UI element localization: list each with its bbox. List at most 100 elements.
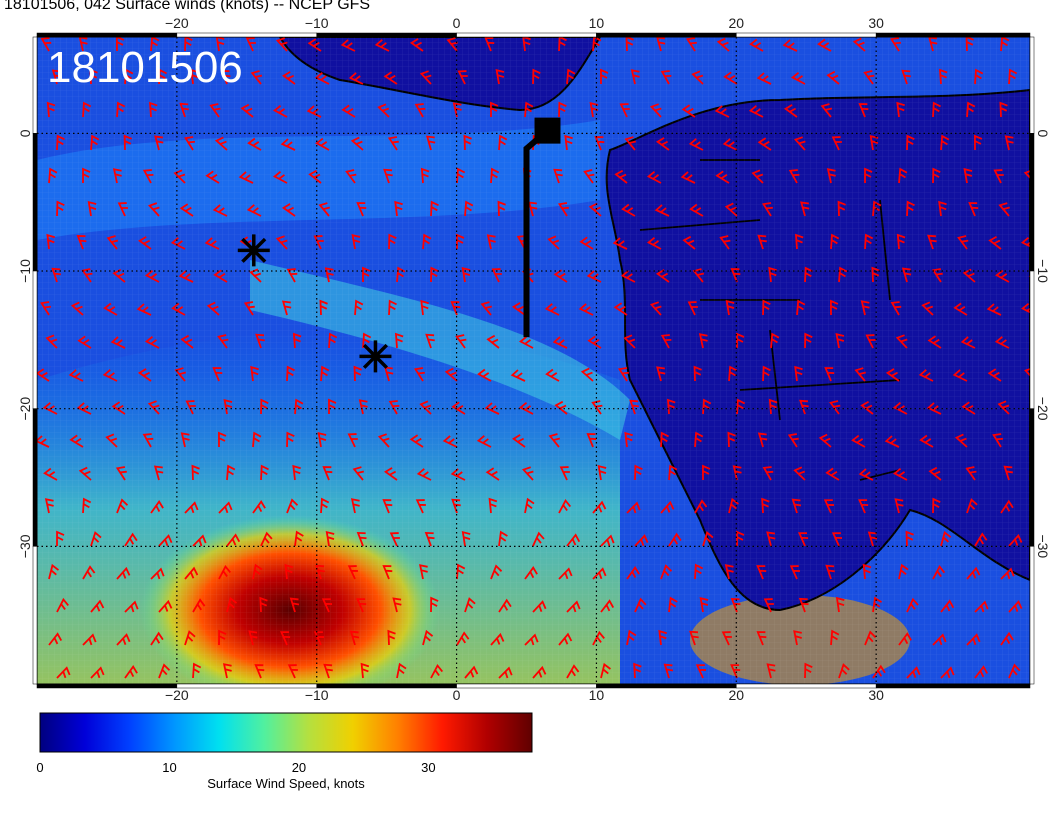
wind-barb <box>694 431 704 448</box>
wind-barb <box>532 68 541 85</box>
wind-barb <box>974 68 984 85</box>
wind-barb <box>600 68 609 85</box>
wind-barb <box>829 400 841 415</box>
lon-tick-label-bottom: 0 <box>453 687 461 703</box>
wind-barb <box>173 169 186 184</box>
lon-tick-label-bottom: −10 <box>305 687 329 703</box>
wind-barb <box>68 369 84 382</box>
wind-barb <box>498 666 513 679</box>
wind-barb <box>898 167 908 184</box>
wind-barb <box>940 599 955 613</box>
frame-segment-right <box>1029 36 1035 134</box>
frame-segment-top <box>456 32 597 38</box>
wind-barb <box>245 37 256 52</box>
wind-barb <box>272 171 288 184</box>
wind-barb <box>557 202 569 217</box>
wind-barb <box>974 532 988 547</box>
wind-barb <box>170 237 186 250</box>
wind-barb <box>592 500 607 514</box>
wind-barb <box>701 464 711 481</box>
wind-barb <box>621 203 636 217</box>
wind-barb <box>756 72 772 85</box>
wind-barb <box>896 233 906 250</box>
wind-barb <box>748 105 764 118</box>
wind-barb <box>218 564 231 580</box>
wind-barb <box>238 171 254 184</box>
wind-barb <box>341 104 356 118</box>
wind-barb <box>532 600 547 613</box>
wind-barb <box>835 596 845 613</box>
wind-barb <box>419 400 432 415</box>
wind-barb <box>800 201 810 217</box>
wind-barb <box>830 233 840 250</box>
wind-barb <box>1008 663 1021 679</box>
wind-barb <box>1042 466 1050 480</box>
wind-barb <box>761 497 770 514</box>
wind-barb <box>185 400 196 415</box>
wind-barb <box>580 367 594 382</box>
wind-barb <box>144 336 160 349</box>
lon-tick-label-top: 20 <box>729 15 745 31</box>
wind-barb <box>87 200 97 217</box>
wind-barb <box>354 299 364 316</box>
wind-barb <box>756 631 767 646</box>
wind-barb <box>82 633 97 646</box>
wind-barb <box>695 664 707 679</box>
wind-barb <box>831 532 843 547</box>
colorbar-tick-label: 30 <box>421 760 435 775</box>
wind-barb <box>392 597 402 613</box>
wind-barb <box>275 235 288 250</box>
wind-barb <box>48 167 58 184</box>
wind-barb <box>112 168 122 184</box>
wind-barb <box>320 365 330 382</box>
wind-barb <box>191 464 200 481</box>
wind-barb <box>377 103 390 118</box>
wind-barb <box>732 465 742 481</box>
wind-barb <box>154 135 164 151</box>
lat-tick-label-right: 0 <box>1035 129 1051 137</box>
wind-barb <box>799 399 809 415</box>
wind-barb <box>42 402 58 415</box>
wind-barb <box>456 167 466 184</box>
lon-tick-label-bottom: 30 <box>868 687 884 703</box>
wind-barb <box>649 103 662 118</box>
wind-barb <box>804 662 813 679</box>
wind-barb <box>486 234 496 250</box>
wind-barb <box>578 303 594 316</box>
wind-barb <box>1024 367 1030 382</box>
wind-barb <box>56 597 69 613</box>
wind-barb <box>430 663 444 679</box>
wind-barb <box>789 565 800 580</box>
wind-barb <box>714 105 730 118</box>
wind-barb <box>315 137 330 151</box>
wind-barb <box>957 235 969 250</box>
wind-barb <box>824 367 835 382</box>
wind-barb <box>835 333 845 349</box>
wind-barb <box>184 501 199 514</box>
wind-barb <box>656 269 670 283</box>
wind-barb <box>693 365 702 382</box>
wind-barb <box>927 335 942 349</box>
wind-barb <box>147 202 160 217</box>
wind-barb <box>495 69 505 85</box>
wind-barb <box>558 498 572 514</box>
wind-barb <box>762 202 773 217</box>
wind-barb <box>307 38 322 52</box>
wind-barb <box>284 563 294 580</box>
wind-barb <box>545 368 560 382</box>
wind-barb <box>892 402 908 415</box>
wind-barb <box>860 300 870 316</box>
lat-tick-label-right: −30 <box>1035 534 1051 558</box>
wind-barb <box>192 662 202 679</box>
wind-barb <box>905 530 914 547</box>
wind-barb <box>646 170 662 184</box>
wind-barb <box>444 367 458 382</box>
wind-barb <box>488 497 498 514</box>
wind-barb <box>150 499 164 514</box>
wind-barb <box>190 68 199 85</box>
wind-barb <box>56 530 65 547</box>
wind-barb <box>388 299 397 316</box>
wind-barb <box>919 434 934 448</box>
wind-barb <box>260 398 269 415</box>
wind-barb <box>885 368 900 382</box>
